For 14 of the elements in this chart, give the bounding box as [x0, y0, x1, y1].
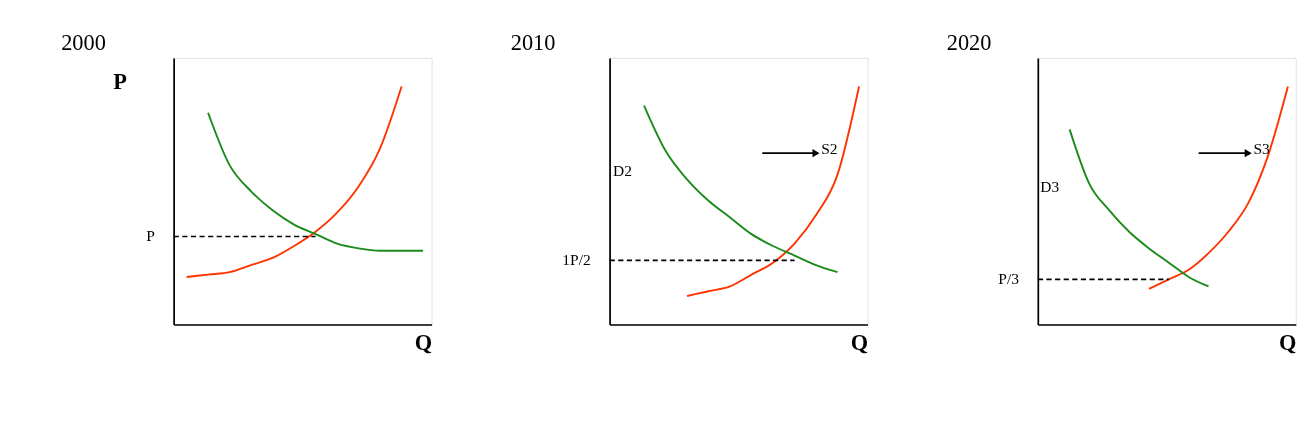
- x-axis-title: Q: [414, 329, 433, 355]
- ref-line-label: 1P/2: [562, 250, 591, 268]
- y-axis-title: P: [113, 68, 128, 94]
- annotation: S2: [821, 140, 838, 158]
- x-axis-title: Q: [850, 329, 869, 355]
- ref-line-label: P: [146, 226, 155, 244]
- chart-title: 2010: [510, 30, 556, 56]
- chart-title: 2000: [61, 30, 106, 56]
- annotation: S3: [1253, 140, 1270, 158]
- annotation: D2: [613, 161, 633, 179]
- annotation: D3: [1040, 178, 1060, 196]
- ref-line-label: P/3: [998, 269, 1020, 287]
- chart-title: 2020: [946, 30, 992, 56]
- x-axis-title: Q: [1278, 329, 1297, 355]
